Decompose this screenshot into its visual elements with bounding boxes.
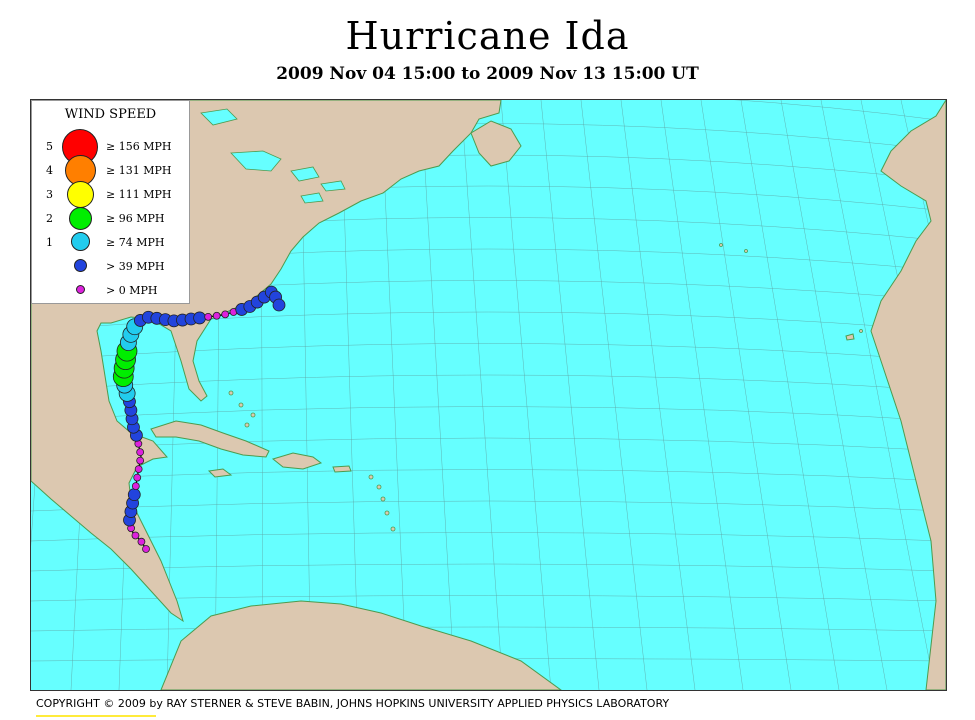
canaries: [845, 333, 855, 341]
track-point: [131, 531, 140, 540]
legend-item-depression: > 0 MPH: [32, 279, 189, 303]
legend-category: 1: [46, 236, 53, 249]
track-point: [133, 473, 142, 482]
legend-swatch: [69, 207, 92, 230]
jamaica: [207, 468, 233, 478]
storm-track: [112, 285, 286, 553]
track-point: [221, 310, 230, 319]
legend-label: ≥ 74 MPH: [106, 236, 165, 249]
track-point: [272, 298, 286, 312]
hispaniola: [271, 452, 323, 470]
africa: [870, 100, 946, 690]
legend-label: ≥ 131 MPH: [106, 164, 172, 177]
track-point: [131, 482, 140, 491]
wind-speed-legend: WIND SPEED 5 ≥ 156 MPH 4 ≥ 131 MPH 3 ≥ 1…: [31, 100, 190, 304]
legend-label: ≥ 96 MPH: [106, 212, 165, 225]
legend-item-cat2: 2 ≥ 96 MPH: [32, 207, 189, 231]
legend-item-tropical-storm: > 39 MPH: [32, 255, 189, 279]
legend-item-cat4: 4 ≥ 131 MPH: [32, 155, 189, 186]
track-point: [136, 456, 145, 465]
copyright-notice: COPYRIGHT © 2009 by RAY STERNER & STEVE …: [36, 697, 670, 710]
track-point: [204, 312, 213, 321]
legend-category: 5: [46, 140, 53, 153]
legend-title: WIND SPEED: [64, 107, 157, 122]
puerto-rico: [332, 465, 352, 473]
map-title: Hurricane Ida: [345, 14, 630, 58]
legend-label: ≥ 111 MPH: [106, 188, 172, 201]
cuba: [150, 420, 270, 458]
lakes: [200, 108, 346, 204]
legend-item-cat5: 5 ≥ 156 MPH: [32, 129, 189, 165]
legend-item-cat3: 3 ≥ 111 MPH: [32, 181, 189, 208]
legend-swatch: [74, 259, 87, 272]
newfoundland: [470, 120, 522, 167]
track-point: [127, 488, 141, 502]
track-point: [212, 311, 221, 320]
legend-item-cat1: 1 ≥ 74 MPH: [32, 231, 189, 255]
track-point: [142, 545, 150, 553]
track-point: [136, 448, 145, 457]
legend-category: 3: [46, 188, 53, 201]
copyright-underline: [36, 715, 156, 717]
legend-category: 4: [46, 164, 53, 177]
legend-swatch: [67, 181, 94, 208]
south-america: [160, 600, 562, 690]
legend-swatch: [71, 232, 90, 251]
track-point: [193, 311, 206, 325]
legend-label: > 0 MPH: [106, 284, 158, 297]
legend-category: 2: [46, 212, 53, 225]
track-point: [137, 537, 146, 546]
legend-label: ≥ 156 MPH: [106, 140, 172, 153]
track-point: [134, 465, 143, 474]
legend-swatch: [65, 155, 96, 186]
map-subtitle: 2009 Nov 04 15:00 to 2009 Nov 13 15:00 U…: [276, 64, 699, 84]
legend-swatch: [76, 285, 85, 294]
small-islands: [228, 243, 863, 532]
legend-label: > 39 MPH: [106, 260, 165, 273]
